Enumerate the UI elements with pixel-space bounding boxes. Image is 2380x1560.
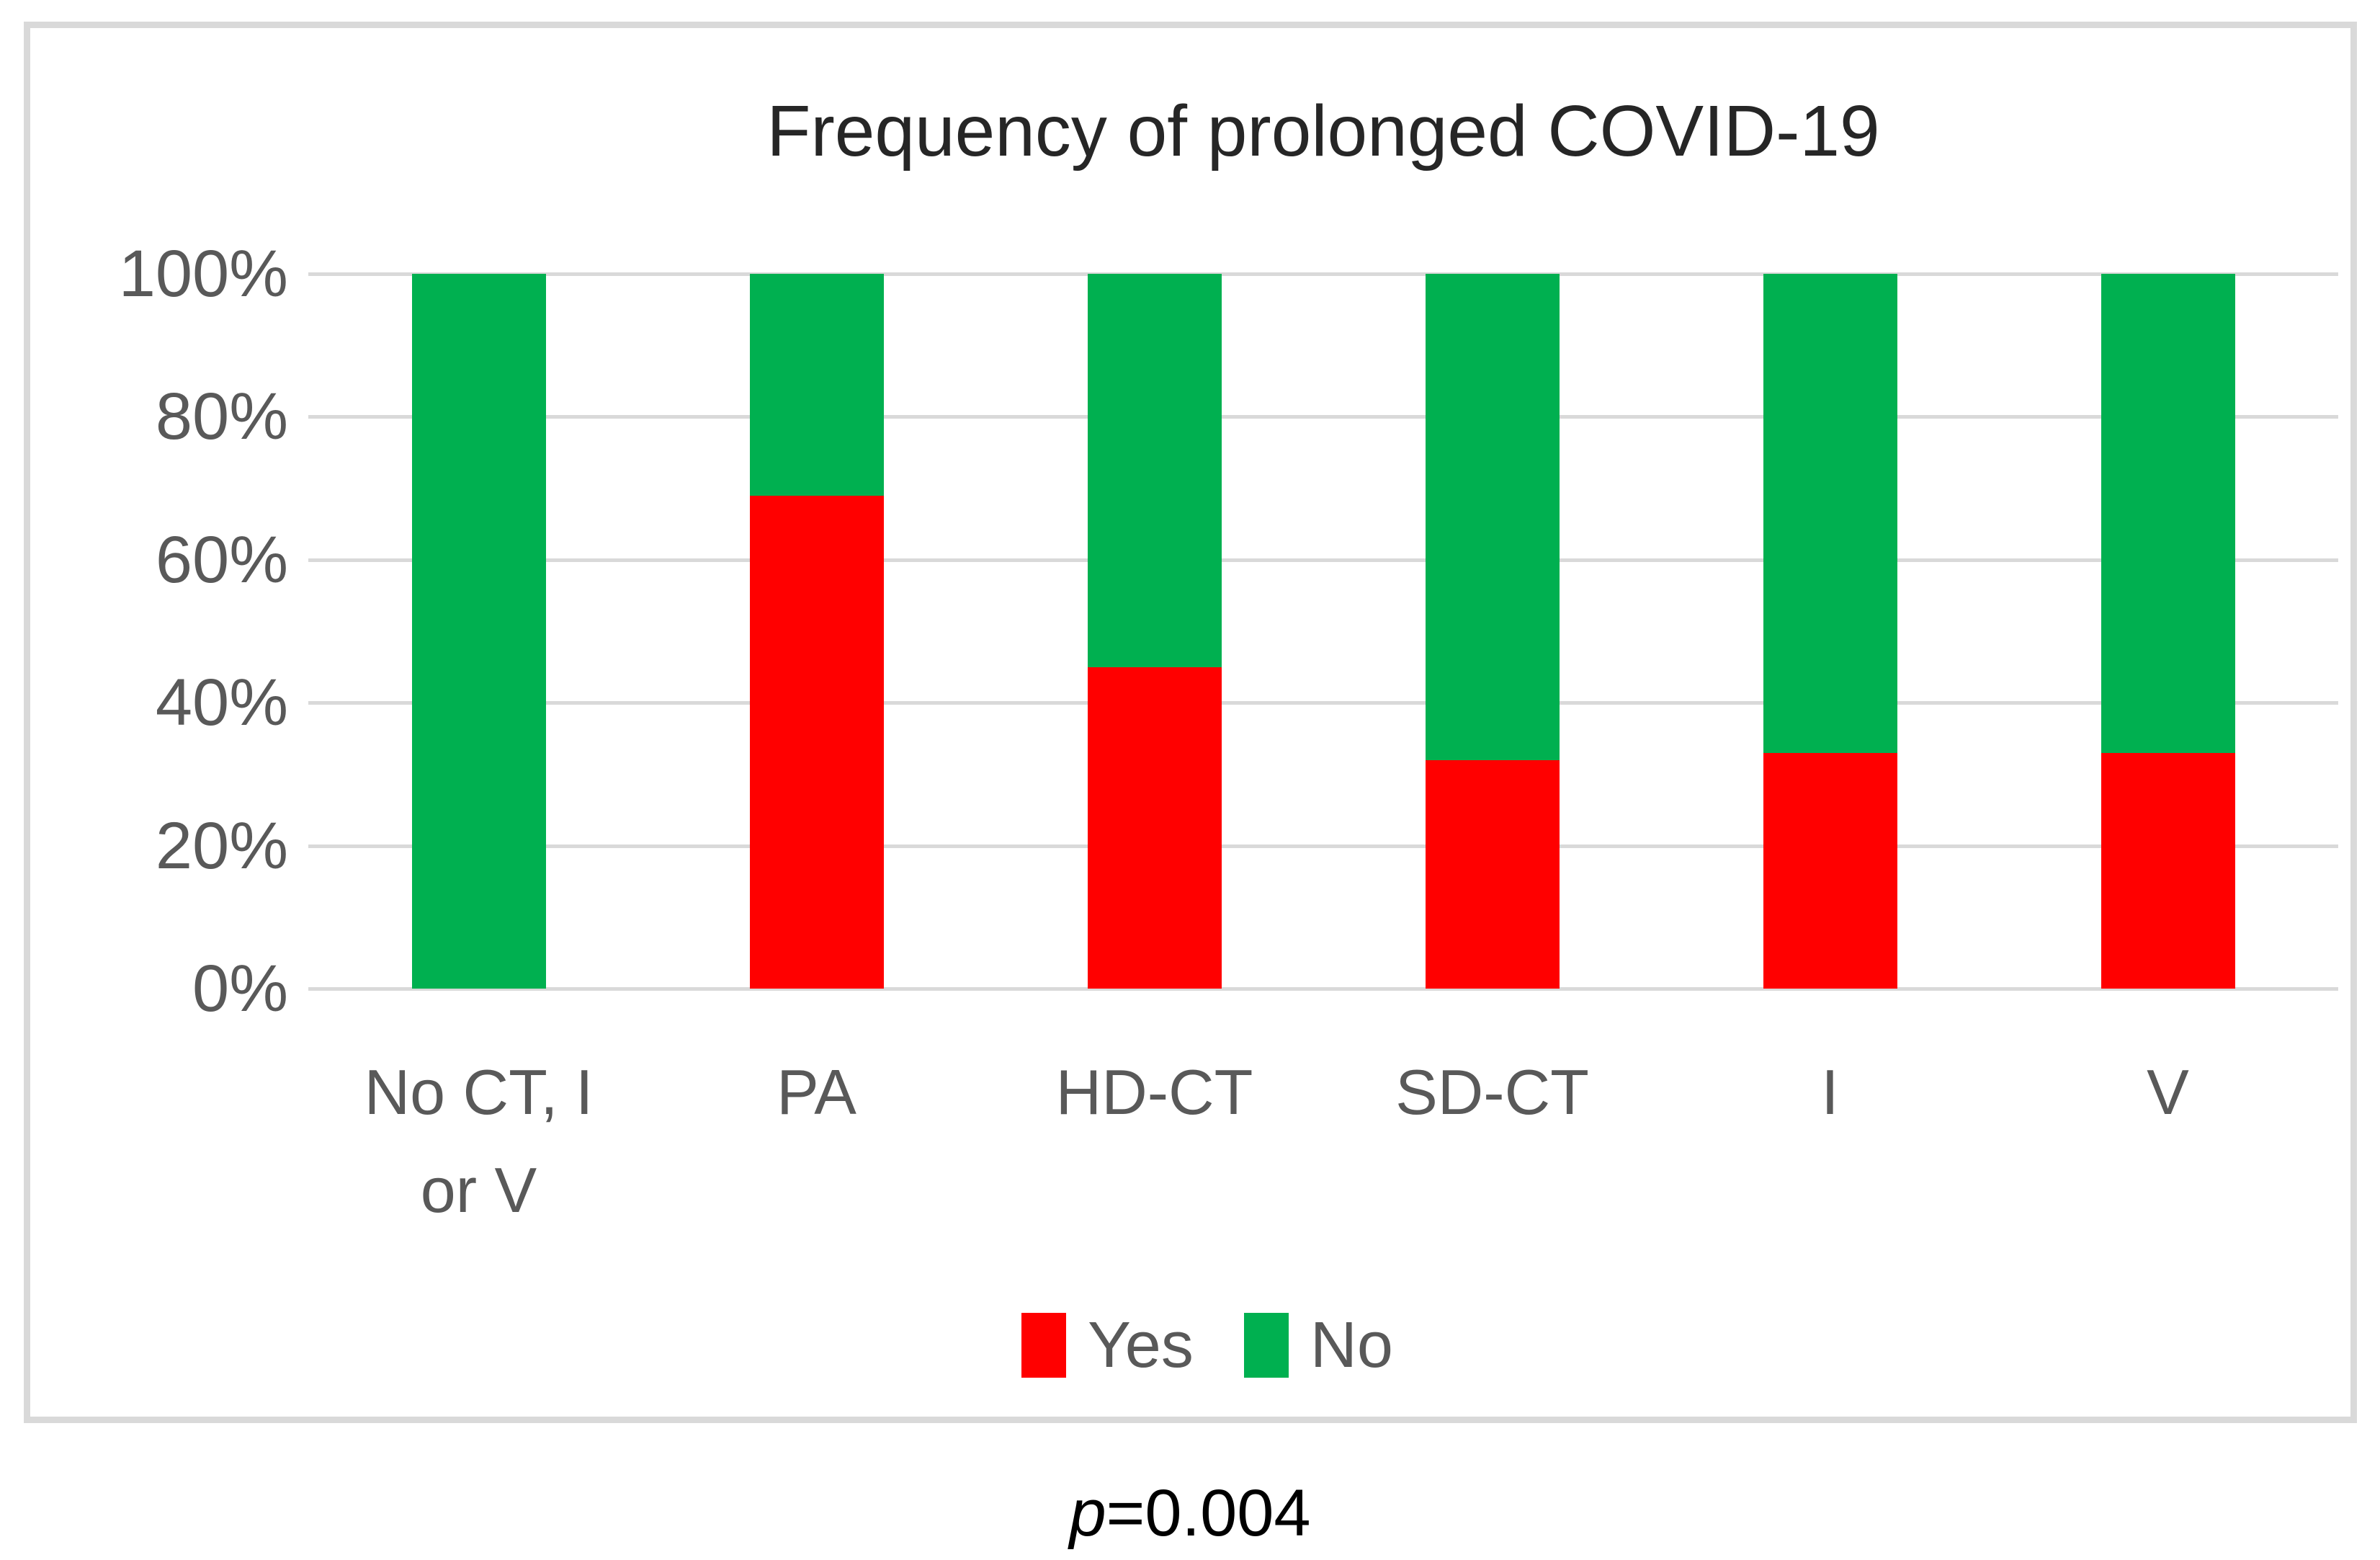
x-category-label-line: I [1821, 1056, 1839, 1128]
y-tick-label: 80% [155, 380, 288, 454]
y-tick-label: 60% [155, 522, 288, 597]
bar-segment-yes [2101, 752, 2235, 989]
legend-item-yes: Yes [1021, 1313, 1194, 1378]
legend-swatch-yes [1021, 1313, 1066, 1378]
x-category-label-line: PA [777, 1056, 856, 1128]
bar-segment-no [411, 274, 546, 989]
bar-segment-yes [1425, 759, 1560, 989]
p-value-number: =0.004 [1106, 1476, 1311, 1550]
y-tick-label: 0% [192, 952, 288, 1025]
legend: Yes No [1021, 1313, 1393, 1378]
bar-segment-yes [1087, 667, 1222, 989]
x-category-label: V [1999, 1043, 2338, 1141]
bar [1425, 274, 1560, 989]
x-category-label-line: V [2147, 1056, 2189, 1128]
legend-label: Yes [1088, 1309, 1194, 1381]
legend-item-no: No [1243, 1309, 1393, 1381]
y-tick-label: 100% [118, 237, 288, 311]
bar [1763, 274, 1897, 989]
bar-segment-no [749, 274, 884, 496]
x-category-label-line: or V [420, 1154, 537, 1226]
y-tick-label: 20% [155, 808, 288, 883]
x-category-label: HD-CT [985, 1043, 1324, 1141]
p-value-annotation: p=0.004 [0, 1476, 2380, 1551]
x-category-label: PA [648, 1043, 986, 1141]
y-tick-label: 40% [155, 666, 288, 740]
bar [749, 274, 884, 989]
gridline [308, 272, 2338, 276]
x-category-label: No CT, I or V [310, 1043, 648, 1240]
x-category-label-line: SD-CT [1395, 1056, 1589, 1128]
x-category-label-line: HD-CT [1055, 1056, 1253, 1128]
gridline [308, 987, 2338, 991]
bar [2101, 274, 2235, 989]
bar-segment-yes [749, 495, 884, 989]
x-category-label: I [1661, 1043, 2000, 1141]
bar [1087, 274, 1222, 989]
gridline [308, 558, 2338, 562]
bar-segment-no [1087, 274, 1222, 667]
bar-segment-no [1763, 274, 1897, 753]
x-category-label: SD-CT [1323, 1043, 1662, 1141]
gridline [308, 415, 2338, 419]
gridline [308, 844, 2338, 848]
gridline [308, 701, 2338, 705]
bar-segment-no [2101, 274, 2235, 753]
bar [411, 274, 546, 989]
bar-segment-yes [1763, 752, 1897, 989]
chart-title: Frequency of prolonged COVID-19 [766, 91, 1880, 171]
x-category-label-line: No CT, I [364, 1056, 594, 1128]
bar-segment-no [1425, 274, 1560, 760]
p-value-symbol: p [1069, 1476, 1106, 1550]
legend-swatch-no [1243, 1313, 1289, 1378]
legend-label: No [1310, 1309, 1393, 1381]
